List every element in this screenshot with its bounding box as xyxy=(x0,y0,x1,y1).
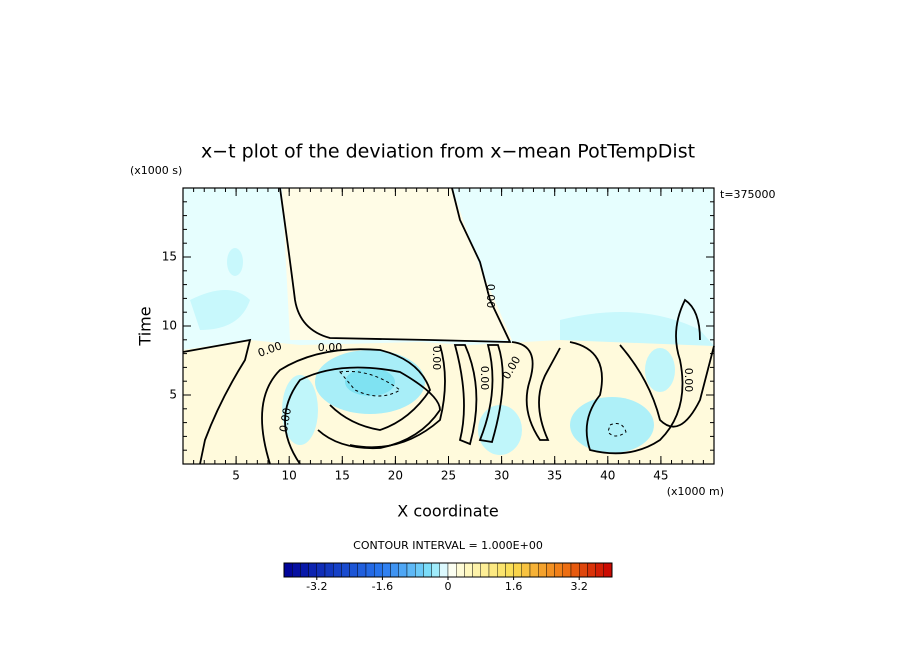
contour-label: 0.00 xyxy=(484,284,497,309)
y-unit: (x1000 s) xyxy=(130,164,182,177)
x-tick-label: 45 xyxy=(653,469,668,483)
colorbar-box xyxy=(283,562,293,578)
contour-label: 0.00 xyxy=(277,407,294,433)
contour-line xyxy=(511,341,561,441)
colorbar-tick-label: -1.6 xyxy=(372,580,393,593)
x-axis-label: X coordinate xyxy=(397,502,498,521)
colorbar-box xyxy=(431,562,441,578)
colorbar-box xyxy=(439,562,449,578)
contour-line xyxy=(619,344,715,428)
x-tick-label: 35 xyxy=(547,469,562,483)
field-patch xyxy=(570,397,654,453)
colorbar-box xyxy=(292,562,301,578)
y-axis-label: Time xyxy=(136,306,155,346)
colorbar-box xyxy=(357,562,367,578)
colorbar-box xyxy=(497,562,506,578)
x-tick-label: 25 xyxy=(441,469,456,483)
colorbar-box xyxy=(365,562,375,578)
contour-label: 0.00 xyxy=(478,366,491,391)
contours xyxy=(182,187,715,465)
colorbar-box xyxy=(579,562,588,578)
x-tick-label: 40 xyxy=(600,469,615,483)
contour-label: 0.00 xyxy=(430,346,443,371)
colorbar-tick-label: 1.6 xyxy=(505,580,523,593)
x-tick-label: 15 xyxy=(335,469,350,483)
colorbar-box xyxy=(374,562,383,578)
colorbar-box xyxy=(587,562,596,578)
colorbar-box xyxy=(308,562,318,578)
contour-line xyxy=(284,366,441,465)
x-tick-label: 20 xyxy=(388,469,403,483)
y-tick-label: 5 xyxy=(169,388,177,402)
field-patch xyxy=(190,290,250,330)
colorbar-box xyxy=(546,562,555,578)
colorbar-tick-label: -3.2 xyxy=(306,580,327,593)
x-tick-label: 5 xyxy=(232,469,240,483)
colorbar-box xyxy=(324,562,334,578)
time-note: t=375000 xyxy=(720,188,776,201)
colorbar-box xyxy=(603,562,613,578)
contour-line xyxy=(569,298,701,455)
x-unit: (x1000 m) xyxy=(667,485,724,498)
colorbar-box xyxy=(554,562,563,578)
colorbar-box xyxy=(529,562,539,578)
colorbar-title: CONTOUR INTERVAL = 1.000E+00 xyxy=(353,539,543,552)
colorbar-tick-label: 0 xyxy=(445,580,452,593)
contour-line xyxy=(349,344,446,449)
contour-label: 0.00 xyxy=(318,341,343,354)
contour-line xyxy=(607,423,627,437)
contour-line xyxy=(261,348,431,465)
x-tick-label: 10 xyxy=(282,469,297,483)
colorbar-box xyxy=(513,562,522,578)
colorbar-box xyxy=(406,562,416,578)
colorbar-box xyxy=(447,562,457,578)
x-tick-label: 30 xyxy=(494,469,509,483)
field-patch xyxy=(345,368,395,396)
colorbar-box xyxy=(300,562,309,578)
colorbar-box xyxy=(505,562,514,578)
colorbar-box xyxy=(333,562,342,578)
field-patch xyxy=(282,375,318,445)
colorbar-box xyxy=(415,562,424,578)
colorbar-box xyxy=(570,562,580,578)
colorbar-box xyxy=(488,562,498,578)
contour-line xyxy=(453,344,478,446)
y-tick-label: 10 xyxy=(162,319,177,333)
field-patch xyxy=(227,248,243,276)
chart-title: x−t plot of the deviation from x−mean Po… xyxy=(201,141,695,163)
contour-line xyxy=(478,344,504,444)
field-patch xyxy=(478,405,522,455)
colorbar-box xyxy=(538,562,547,578)
colorbar-box xyxy=(398,562,408,578)
field-patch xyxy=(645,348,675,392)
colorbar-tick-label: 3.2 xyxy=(570,580,588,593)
contour-label: 0.00 xyxy=(682,368,695,393)
contour-line xyxy=(279,187,512,343)
colorbar-box xyxy=(521,562,531,578)
field xyxy=(183,188,714,464)
colorbar-box xyxy=(423,562,432,578)
contour-line xyxy=(182,338,252,465)
colorbar-box xyxy=(316,562,326,578)
field-patch xyxy=(282,188,512,340)
colorbar-box xyxy=(390,562,400,578)
colorbar-box xyxy=(472,562,482,578)
y-tick-label: 15 xyxy=(162,250,177,264)
colorbar-box xyxy=(464,562,473,578)
colorbar-box xyxy=(595,562,604,578)
colorbar-box xyxy=(480,562,490,578)
colorbar-box xyxy=(456,562,465,578)
colorbar-box xyxy=(349,562,359,578)
colorbar-box xyxy=(382,562,391,578)
colorbar-box xyxy=(562,562,572,578)
colorbar-box xyxy=(341,562,350,578)
